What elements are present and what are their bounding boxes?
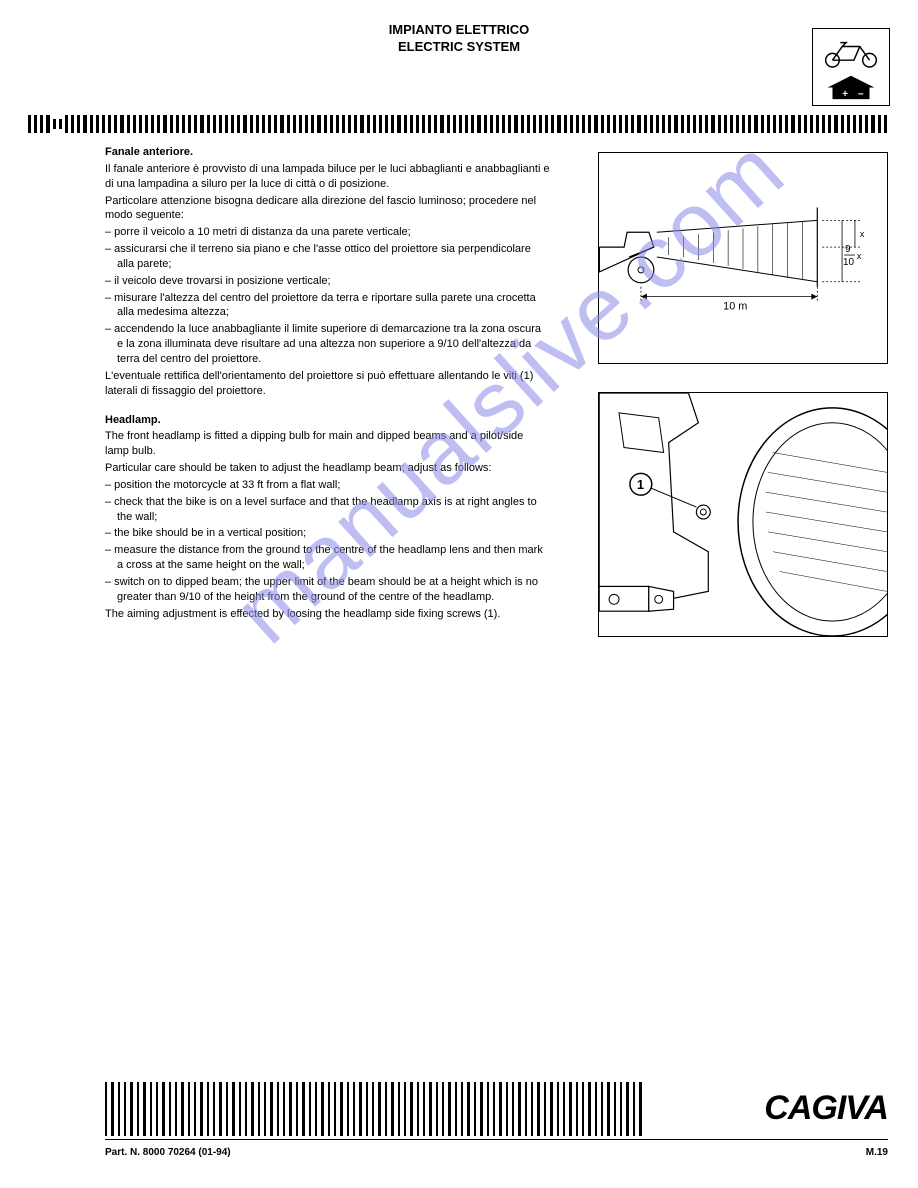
header-english: ELECTRIC SYSTEM xyxy=(0,39,918,56)
english-b3: – the bike should be in a vertical posit… xyxy=(105,526,550,541)
bottom-barcode xyxy=(105,1082,645,1136)
english-b1: – position the motorcycle at 33 ft from … xyxy=(105,478,550,493)
top-barcode xyxy=(28,115,890,133)
header-italian: IMPIANTO ELETTRICO xyxy=(0,22,918,39)
italian-b3: – il veicolo deve trovarsi in posizione … xyxy=(105,274,550,289)
italian-heading: Fanale anteriore. xyxy=(105,145,550,160)
english-p2: Particular care should be taken to adjus… xyxy=(105,461,550,476)
svg-text:x: x xyxy=(860,229,865,239)
footer-rule xyxy=(105,1139,888,1140)
x-label: x xyxy=(857,251,862,261)
italian-b5: – accendendo la luce anabbagliante il li… xyxy=(105,322,550,367)
svg-text:−: − xyxy=(858,89,864,100)
callout-1: 1 xyxy=(637,477,644,492)
italian-p2: Particolare attenzione bisogna dedicare … xyxy=(105,194,550,224)
part-number: Part. N. 8000 70264 (01-94) xyxy=(105,1147,231,1158)
page-number: M.19 xyxy=(866,1147,888,1158)
italian-b4: – misurare l'altezza del centro del proi… xyxy=(105,291,550,321)
english-b2: – check that the bike is on a level surf… xyxy=(105,495,550,525)
english-p1: The front headlamp is fitted a dipping b… xyxy=(105,429,550,459)
fraction-bot: 10 xyxy=(843,257,855,268)
english-heading: Headlamp. xyxy=(105,413,550,428)
body-text: Fanale anteriore. Il fanale anteriore è … xyxy=(105,145,550,623)
distance-label: 10 m xyxy=(723,301,747,313)
motorcycle-electric-icon: + − xyxy=(812,28,890,106)
english-p3: The aiming adjustment is effected by loo… xyxy=(105,607,550,622)
page-header: IMPIANTO ELETTRICO ELECTRIC SYSTEM xyxy=(0,0,918,56)
brand-logo: CAGIVA xyxy=(764,1089,888,1128)
italian-p1: Il fanale anteriore è provvisto di una l… xyxy=(105,162,550,192)
english-b4: – measure the distance from the ground t… xyxy=(105,543,550,573)
english-b5: – switch on to dipped beam; the upper li… xyxy=(105,575,550,605)
fraction-top: 9 xyxy=(845,244,851,255)
headlamp-screw-diagram: 1 xyxy=(598,392,888,637)
beam-distance-diagram: 10 m 9 10 x x xyxy=(598,152,888,364)
svg-text:+: + xyxy=(842,89,848,100)
italian-b1: – porre il veicolo a 10 metri di distanz… xyxy=(105,225,550,240)
italian-b2: – assicurarsi che il terreno sia piano e… xyxy=(105,242,550,272)
italian-p3: L'eventuale rettifica dell'orientamento … xyxy=(105,369,550,399)
